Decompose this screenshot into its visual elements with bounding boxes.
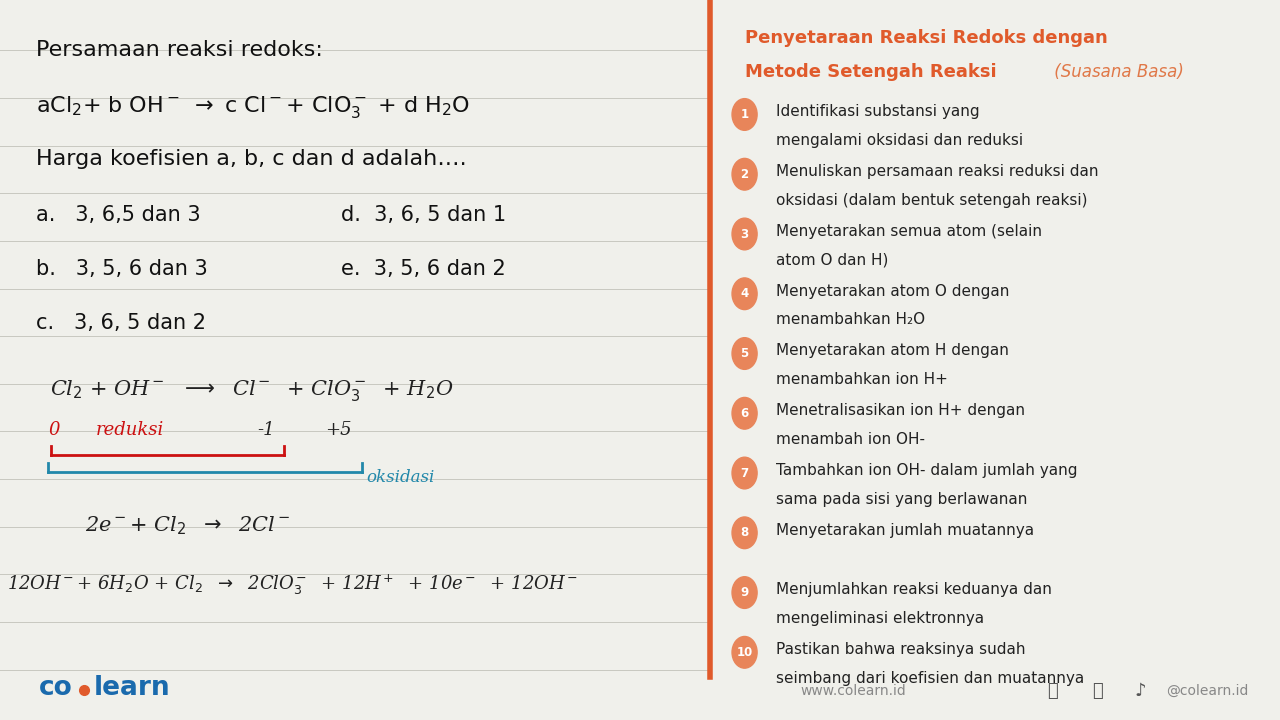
Circle shape — [732, 517, 756, 549]
Text: Ⓕ: Ⓕ — [1047, 683, 1057, 700]
Text: menambah ion OH-: menambah ion OH- — [776, 432, 925, 447]
Text: 12OH$^-$+ 6H$_2$O + Cl$_2$  $\rightarrow$  2ClO$_3^-$  + 12H$^+$  + 10e$^-$  + 1: 12OH$^-$+ 6H$_2$O + Cl$_2$ $\rightarrow$… — [8, 572, 579, 597]
Circle shape — [732, 218, 756, 250]
Text: Menyetarakan atom H dengan: Menyetarakan atom H dengan — [776, 343, 1009, 359]
Text: Menyetarakan semua atom (selain: Menyetarakan semua atom (selain — [776, 224, 1042, 239]
Text: seimbang dari koefisien dan muatannya: seimbang dari koefisien dan muatannya — [776, 671, 1084, 686]
Text: @colearn.id: @colearn.id — [1166, 684, 1248, 698]
Text: Menetralisasikan ion H+ dengan: Menetralisasikan ion H+ dengan — [776, 403, 1025, 418]
Text: oksidasi: oksidasi — [366, 469, 434, 487]
Text: 7: 7 — [741, 467, 749, 480]
Text: 5: 5 — [740, 347, 749, 360]
Text: 1: 1 — [741, 108, 749, 121]
Text: co: co — [40, 675, 73, 701]
Text: b.   3, 5, 6 dan 3: b. 3, 5, 6 dan 3 — [36, 259, 207, 279]
Text: 10: 10 — [736, 646, 753, 659]
Text: Tambahkan ion OH- dalam jumlah yang: Tambahkan ion OH- dalam jumlah yang — [776, 463, 1078, 478]
Text: 2e$^-$+ Cl$_2$  $\rightarrow$  2Cl$^-$: 2e$^-$+ Cl$_2$ $\rightarrow$ 2Cl$^-$ — [86, 515, 291, 537]
Text: a.   3, 6,5 dan 3: a. 3, 6,5 dan 3 — [36, 205, 200, 225]
Text: 0: 0 — [49, 421, 60, 439]
Text: Identifikasi substansi yang: Identifikasi substansi yang — [776, 104, 979, 120]
Text: Pastikan bahwa reaksinya sudah: Pastikan bahwa reaksinya sudah — [776, 642, 1025, 657]
Text: e.  3, 5, 6 dan 2: e. 3, 5, 6 dan 2 — [340, 259, 506, 279]
Text: d.  3, 6, 5 dan 1: d. 3, 6, 5 dan 1 — [340, 205, 506, 225]
Text: mengalami oksidasi dan reduksi: mengalami oksidasi dan reduksi — [776, 133, 1023, 148]
Circle shape — [732, 636, 756, 668]
Text: Menuliskan persamaan reaksi reduksi dan: Menuliskan persamaan reaksi reduksi dan — [776, 164, 1098, 179]
Text: 2: 2 — [741, 168, 749, 181]
Text: learn: learn — [93, 675, 170, 701]
Text: (Suasana Basa): (Suasana Basa) — [1050, 63, 1184, 81]
Text: menambahkan ion H+: menambahkan ion H+ — [776, 372, 947, 387]
Text: aCl$_2$+ b OH$^-$ $\rightarrow$ c Cl$^-$+ ClO$_3^-$ + d H$_2$O: aCl$_2$+ b OH$^-$ $\rightarrow$ c Cl$^-$… — [36, 94, 470, 120]
Text: 9: 9 — [740, 586, 749, 599]
Text: 4: 4 — [740, 287, 749, 300]
Text: mengeliminasi elektronnya: mengeliminasi elektronnya — [776, 611, 984, 626]
Text: Metode Setengah Reaksi: Metode Setengah Reaksi — [745, 63, 996, 81]
Text: Harga koefisien a, b, c dan d adalah….: Harga koefisien a, b, c dan d adalah…. — [36, 149, 466, 169]
Text: Penyetaraan Reaksi Redoks dengan: Penyetaraan Reaksi Redoks dengan — [745, 29, 1107, 47]
Text: www.colearn.id: www.colearn.id — [800, 684, 906, 698]
Text: Persamaan reaksi redoks:: Persamaan reaksi redoks: — [36, 40, 323, 60]
Text: c.   3, 6, 5 dan 2: c. 3, 6, 5 dan 2 — [36, 313, 206, 333]
Text: ♪: ♪ — [1134, 683, 1146, 700]
Text: reduksi: reduksi — [96, 421, 164, 439]
Text: Menjumlahkan reaksi keduanya dan: Menjumlahkan reaksi keduanya dan — [776, 582, 1052, 598]
Circle shape — [732, 457, 756, 489]
Text: Menyetarakan jumlah muatannya: Menyetarakan jumlah muatannya — [776, 523, 1034, 538]
Text: 8: 8 — [740, 526, 749, 539]
Text: Cl$_2$ + OH$^-$  $\longrightarrow$  Cl$^-$  + ClO$_3^-$  + H$_2$O: Cl$_2$ + OH$^-$ $\longrightarrow$ Cl$^-$… — [50, 378, 453, 403]
Text: +5: +5 — [325, 421, 352, 439]
Text: oksidasi (dalam bentuk setengah reaksi): oksidasi (dalam bentuk setengah reaksi) — [776, 193, 1088, 208]
Text: Menyetarakan atom O dengan: Menyetarakan atom O dengan — [776, 284, 1009, 299]
Circle shape — [732, 577, 756, 608]
Text: -1: -1 — [257, 421, 275, 439]
Circle shape — [732, 158, 756, 190]
Circle shape — [732, 338, 756, 369]
Text: menambahkan H₂O: menambahkan H₂O — [776, 312, 925, 328]
Text: 3: 3 — [741, 228, 749, 240]
Circle shape — [732, 99, 756, 130]
Text: atom O dan H): atom O dan H) — [776, 253, 888, 268]
Circle shape — [732, 278, 756, 310]
Text: 6: 6 — [740, 407, 749, 420]
Text: Ⓘ: Ⓘ — [1092, 683, 1103, 700]
Circle shape — [732, 397, 756, 429]
Text: sama pada sisi yang berlawanan: sama pada sisi yang berlawanan — [776, 492, 1028, 507]
